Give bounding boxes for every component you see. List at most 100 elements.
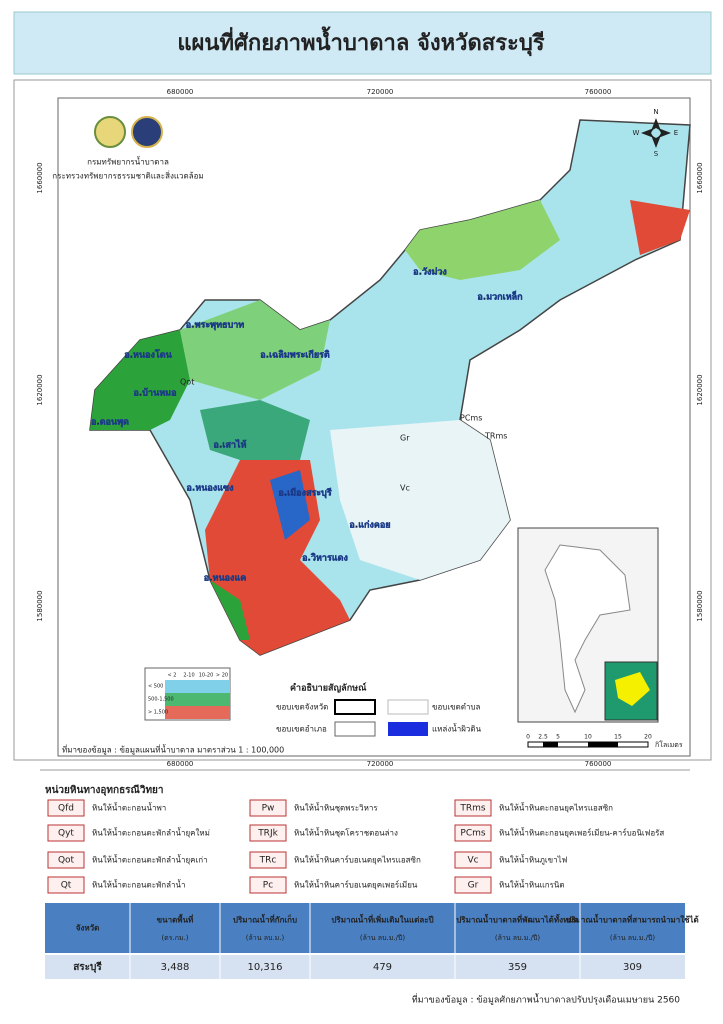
district-label: อ.ดอนพุด (91, 418, 129, 428)
table-header: ปริมาณน้ำบาดาลที่สามารถนำมาใช้ได้ (566, 914, 699, 925)
table-cell: 479 (373, 962, 392, 973)
table-header-unit: (ตร.กม.) (161, 934, 188, 942)
coord-x-label: 720000 (367, 88, 394, 96)
district-label: อ.วังม่วง (413, 267, 447, 278)
compass-letter: W (633, 129, 640, 137)
district-label: อ.บ้านหมอ (133, 388, 176, 399)
title: แผนที่ศักยภาพน้ำบาดาล จังหวัดสระบุรี (177, 26, 544, 57)
coord-y-label: 1580000 (36, 590, 44, 621)
legend (334, 699, 429, 737)
legend-swatch (334, 721, 376, 737)
legend-label: ขอบเขตจังหวัด (276, 703, 328, 712)
compass-arrow (658, 128, 671, 138)
rock-swatch (249, 824, 287, 842)
table-header: ขนาดพื้นที่ (157, 914, 194, 925)
compass-arrow (641, 128, 654, 138)
district-label: อ.เมืองสระบุรี (278, 487, 332, 499)
zone-lightgreen (405, 200, 560, 280)
coord-y-label: 1660000 (36, 162, 44, 193)
map-frame (13, 79, 712, 761)
rock-swatch (454, 876, 492, 894)
rock-desc: หินให้น้ำหินตะกอนยุคเพอร์เมียน-คาร์บอนิเ… (499, 827, 664, 838)
geo-code: Vc (400, 484, 410, 493)
rock-code: Qyt (58, 829, 74, 839)
table-header-bg (45, 903, 685, 953)
table-header: จังหวัด (76, 924, 100, 933)
rock-desc: หินให้น้ำหินแกรนิต (499, 879, 565, 890)
coord-x-label: 680000 (167, 88, 194, 96)
rock-code: TRms (459, 804, 486, 814)
compass-letter: E (674, 129, 678, 137)
table-header-unit: (ล้าน ลบ.ม./ปี) (360, 934, 406, 942)
rock-code: Qfd (58, 804, 74, 814)
rock-swatch (47, 799, 85, 817)
rock-desc: หินให้น้ำหินตะกอนยุคไทรแอสซิก (499, 802, 613, 813)
district-label: อ.วิหารแดง (302, 553, 348, 564)
district-label: อ.หนองแค (204, 574, 247, 584)
coord-y-label: 1580000 (696, 590, 704, 621)
matrix-column: < 2 (168, 673, 177, 679)
table-header: ปริมาณน้ำที่กักเก็บ (233, 914, 297, 925)
zone-pale (330, 420, 510, 580)
legend-title: คำอธิบายสัญลักษณ์ (290, 682, 367, 694)
rock-swatch (47, 876, 85, 894)
legend-swatch (387, 699, 429, 715)
agency-name: กระทรวงทรัพยากรธรรมชาติและสิ่งแวดล้อม (52, 170, 203, 181)
inset-map (517, 527, 659, 723)
rock-code: TRc (259, 856, 277, 866)
legend-label: ขอบเขตอำเภอ (276, 725, 327, 734)
zone-red (630, 200, 690, 255)
zone-green (90, 330, 190, 430)
coord-y-label: 1620000 (36, 374, 44, 405)
logos (94, 116, 163, 148)
coord-x-label: 760000 (585, 88, 612, 96)
scale-bar-segment (588, 742, 618, 747)
table-header-unit: (ล้าน ลบ.ม.) (246, 934, 285, 942)
zone-blue (270, 470, 310, 540)
rock-code: Qot (58, 856, 75, 866)
rock-code: PCms (460, 829, 485, 839)
district-label: อ.หนองโดน (124, 349, 172, 361)
geo-code: TRms (484, 432, 507, 441)
rock-desc: หินให้น้ำหินภูเขาไฟ (499, 854, 568, 866)
scale-tick-label: 20 (644, 734, 652, 741)
legend-label: แหล่งน้ำผิวดิน (432, 723, 482, 734)
table-cell: สระบุรี (73, 961, 102, 973)
rock-desc: หินให้น้ำตะกอนตะพักลำน้ำ (92, 879, 185, 890)
matrix-column: > 20 (216, 673, 228, 679)
rock-desc: หินให้น้ำหินคาร์บอเนตยุคไทรแอสซิก (294, 854, 421, 865)
rock-swatch (454, 799, 492, 817)
matrix-row: 500-1,500 (148, 697, 174, 703)
table-cell: 3,488 (161, 962, 190, 973)
matrix-cell (165, 680, 230, 693)
zone-lightgreen (180, 300, 330, 400)
scale-tick-label: 0 (526, 734, 530, 741)
scale-tick-label: 2.5 (538, 734, 548, 741)
matrix-column: 10-20 (199, 673, 214, 679)
geo-code: PCms (460, 414, 482, 423)
logo (131, 116, 163, 148)
district-label: อ.เฉลิมพระเกียรติ (260, 350, 330, 361)
compass (641, 118, 671, 148)
legend-swatch (334, 699, 376, 715)
district-label: อ.มวกเหล็ก (477, 290, 522, 303)
rock-swatch (249, 799, 287, 817)
agency-name: กรมทรัพยากรน้ำบาดาล (87, 156, 169, 167)
footer-source: ที่มาของข้อมูล : ข้อมูลศักยภาพน้ำบาดาลปร… (412, 993, 681, 1006)
rock-swatch (454, 851, 492, 869)
rock-code: Pw (262, 804, 275, 814)
legend-label: ขอบเขตตำบล (432, 703, 481, 712)
potential-matrix (144, 667, 231, 721)
zone-teal (200, 400, 310, 460)
table-cell: 10,316 (248, 962, 283, 973)
table-header-unit: (ล้าน ลบ.ม./ปี) (610, 934, 656, 942)
matrix-row: < 500 (148, 684, 163, 690)
rock-desc: หินให้น้ำหินชุดโคราชตอนล่าง (294, 827, 398, 838)
rock-desc: หินให้น้ำตะกอนตะพักลำน้ำยุคใหม่ (92, 827, 210, 838)
rock-desc: หินให้น้ำตะกอนตะพักลำน้ำยุคเก่า (92, 854, 208, 865)
coord-y-label: 1620000 (696, 374, 704, 405)
rock-code: Pc (263, 881, 273, 891)
table-header: ปริมาณน้ำที่เพิ่มเติมในแต่ละปี (331, 914, 433, 925)
inset-province (615, 672, 650, 706)
